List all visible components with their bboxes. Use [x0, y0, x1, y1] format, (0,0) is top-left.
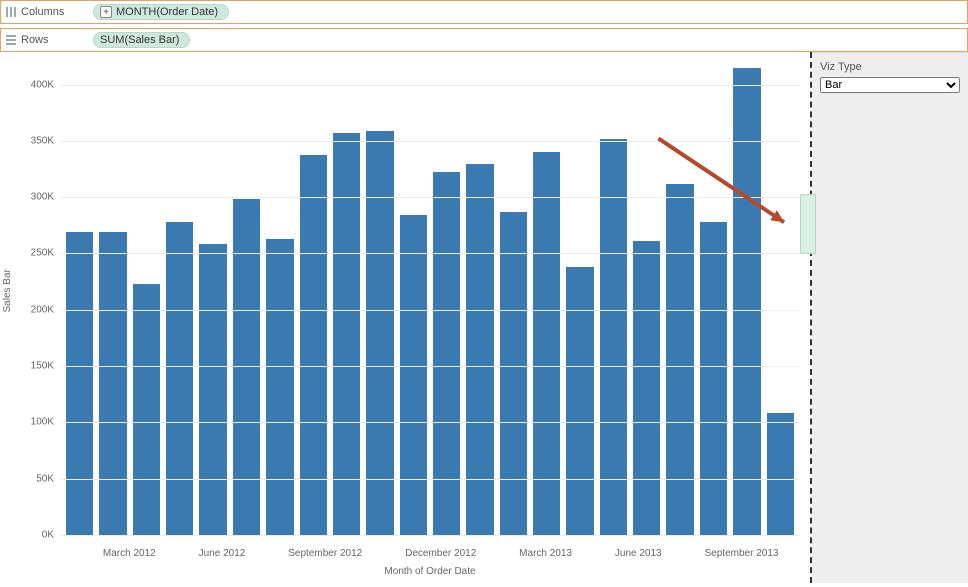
- bar[interactable]: [99, 232, 126, 535]
- x-tick-label: [81, 548, 102, 559]
- rows-shelf-label: Rows: [1, 34, 93, 46]
- grid-line: [60, 253, 800, 254]
- grid-line: [60, 197, 800, 198]
- bar[interactable]: [433, 172, 460, 535]
- x-tick-label: September 2012: [288, 548, 362, 559]
- y-tick-label: 150K: [31, 361, 54, 372]
- x-tick-label: [572, 548, 593, 559]
- drop-target-highlight: [800, 194, 816, 254]
- x-tick-label: [593, 548, 614, 559]
- x-tick-label: June 2013: [615, 548, 662, 559]
- columns-label-text: Columns: [21, 6, 64, 18]
- grid-line: [60, 141, 800, 142]
- y-tick-label: 0K: [42, 530, 54, 541]
- bar[interactable]: [666, 184, 693, 535]
- bar[interactable]: [233, 199, 260, 535]
- bar[interactable]: [400, 215, 427, 535]
- bar[interactable]: [66, 232, 93, 535]
- columns-shelf: Columns + MONTH(Order Date): [0, 0, 968, 24]
- bar[interactable]: [166, 222, 193, 535]
- x-tick-label: [60, 548, 81, 559]
- y-tick-label: 50K: [36, 473, 54, 484]
- y-tick-label: 350K: [31, 135, 54, 146]
- x-tick-label: [778, 548, 799, 559]
- x-tick-label: [362, 548, 383, 559]
- rows-icon: [5, 34, 17, 46]
- x-tick-label: [498, 548, 519, 559]
- rows-label-text: Rows: [21, 34, 49, 46]
- x-tick-label: [156, 548, 177, 559]
- x-axis-title: Month of Order Date: [60, 566, 800, 577]
- y-tick-label: 400K: [31, 79, 54, 90]
- bars-container: [60, 62, 800, 535]
- x-tick-label: [662, 548, 683, 559]
- bar[interactable]: [366, 131, 393, 535]
- y-axis-title: Sales Bar: [2, 269, 13, 312]
- x-tick-label: [245, 548, 266, 559]
- side-panel: Viz Type BarLineAreaScatter: [812, 52, 968, 583]
- chart-area[interactable]: Sales Bar 0K50K100K150K200K250K300K350K4…: [0, 52, 812, 583]
- plot-area: 0K50K100K150K200K250K300K350K400K: [60, 62, 800, 535]
- x-tick-label: [177, 548, 198, 559]
- x-tick-label: [384, 548, 405, 559]
- x-tick-label: December 2012: [405, 548, 476, 559]
- rows-pill-label: SUM(Sales Bar): [100, 34, 179, 46]
- x-tick-label: September 2013: [705, 548, 779, 559]
- grid-line: [60, 366, 800, 367]
- bar[interactable]: [533, 152, 560, 535]
- bar[interactable]: [700, 222, 727, 535]
- x-tick-label: March 2012: [103, 548, 156, 559]
- x-tick-label: [476, 548, 497, 559]
- x-tick-label: [683, 548, 704, 559]
- bar[interactable]: [767, 413, 794, 535]
- bar[interactable]: [133, 284, 160, 535]
- bar[interactable]: [633, 241, 660, 535]
- grid-line: [60, 535, 800, 536]
- bar[interactable]: [333, 133, 360, 535]
- columns-pill-label: MONTH(Order Date): [116, 6, 218, 18]
- x-tick-label: June 2012: [199, 548, 246, 559]
- x-tick-label: [267, 548, 288, 559]
- bar[interactable]: [500, 212, 527, 535]
- bar[interactable]: [266, 239, 293, 535]
- y-tick-label: 200K: [31, 304, 54, 315]
- y-tick-label: 100K: [31, 417, 54, 428]
- viz-type-select[interactable]: BarLineAreaScatter: [820, 77, 960, 93]
- bar[interactable]: [199, 244, 226, 535]
- rows-shelf: Rows SUM(Sales Bar): [0, 28, 968, 52]
- columns-icon: [5, 6, 17, 18]
- grid-line: [60, 422, 800, 423]
- y-tick-label: 250K: [31, 248, 54, 259]
- y-tick-label: 300K: [31, 192, 54, 203]
- bar[interactable]: [566, 267, 593, 535]
- grid-line: [60, 85, 800, 86]
- x-tick-label: March 2013: [519, 548, 572, 559]
- grid-line: [60, 310, 800, 311]
- x-tick-labels: March 2012 June 2012 September 2012 Decembe…: [60, 548, 800, 559]
- bar[interactable]: [733, 68, 760, 535]
- columns-pill[interactable]: + MONTH(Order Date): [93, 4, 229, 20]
- grid-line: [60, 479, 800, 480]
- columns-shelf-label: Columns: [1, 6, 93, 18]
- expand-icon[interactable]: +: [100, 6, 112, 18]
- viz-type-label: Viz Type: [820, 61, 960, 73]
- rows-pill[interactable]: SUM(Sales Bar): [93, 32, 190, 48]
